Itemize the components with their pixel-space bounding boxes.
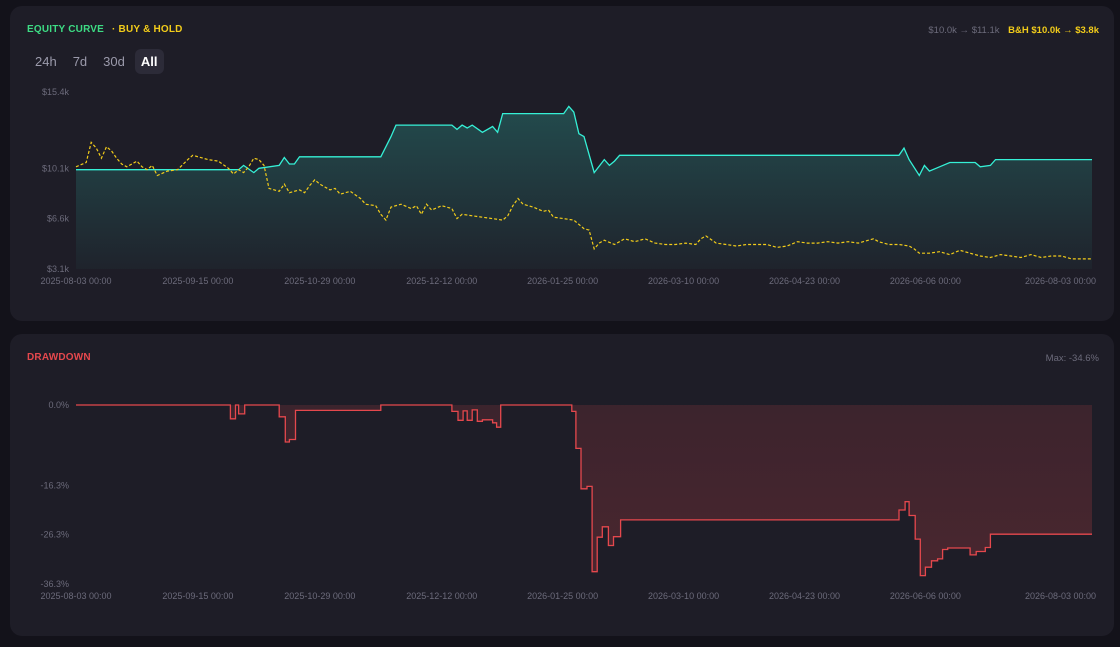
y-tick-label: $3.1k [47, 264, 70, 274]
x-tick-label: 2025-08-03 00:00 [40, 591, 111, 601]
strategy-stat: $10.0k → $11.1k [928, 25, 1000, 36]
tab-7d[interactable]: 7d [72, 54, 88, 69]
x-tick-label: 2026-04-23 00:00 [769, 276, 840, 286]
x-tick-label: 2026-03-10 00:00 [648, 276, 719, 286]
y-tick-label: 0.0% [48, 400, 69, 410]
y-tick-label: $10.1k [42, 163, 70, 173]
drawdown-title: DRAWDOWN [27, 352, 91, 363]
drawdown-line [76, 404, 1092, 577]
x-tick-label: 2025-10-29 00:00 [284, 591, 355, 601]
x-tick-label: 2025-12-12 00:00 [406, 591, 477, 601]
tab-all[interactable]: All [134, 49, 164, 74]
y-tick-label: $15.4k [42, 87, 70, 97]
buy-hold-line [75, 141, 1092, 260]
equity-panel: EQUITY CURVE · BUY & HOLD $10.0k → $11.1… [10, 6, 1114, 321]
x-tick-label: 2026-06-06 00:00 [890, 591, 961, 601]
tab-30d[interactable]: 30d [103, 54, 125, 69]
x-tick-label: 2026-01-25 00:00 [527, 591, 598, 601]
x-tick-label: 2025-12-12 00:00 [406, 276, 477, 286]
tab-24h[interactable]: 24h [35, 54, 57, 69]
y-tick-label: $6.6k [47, 214, 70, 224]
x-tick-label: 2026-01-25 00:00 [527, 276, 598, 286]
x-tick-label: 2025-09-15 00:00 [162, 276, 233, 286]
x-tick-label: 2026-06-06 00:00 [890, 276, 961, 286]
y-tick-label: -16.3% [40, 480, 69, 490]
x-tick-label: 2025-10-29 00:00 [284, 276, 355, 286]
x-tick-label: 2026-08-03 00:00 [1025, 276, 1096, 286]
equity-line [76, 105, 1092, 177]
bh-title: · BUY & HOLD [112, 24, 183, 35]
bh-stat: B&H $10.0k → $3.8k [1008, 25, 1099, 36]
equity-area [76, 106, 1092, 270]
equity-title: EQUITY CURVE [27, 24, 105, 35]
y-tick-label: -36.3% [40, 579, 69, 589]
x-tick-label: 2025-09-15 00:00 [162, 591, 233, 601]
x-tick-label: 2026-03-10 00:00 [648, 591, 719, 601]
drawdown-area [76, 405, 1092, 576]
equity-chart: $15.4k $10.1k $6.6k $3.1k 2025-08-03 00:00 20… [40, 87, 1096, 286]
y-tick-label: -26.3% [40, 530, 69, 540]
x-tick-label: 2026-08-03 00:00 [1025, 591, 1096, 601]
max-drawdown-stat: Max: -34.6% [1045, 353, 1099, 364]
timeframe-tabs: 24h 7d 30d All [29, 49, 164, 74]
x-tick-label: 2026-04-23 00:00 [769, 591, 840, 601]
drawdown-chart: 0.0% -16.3% -26.3% -36.3% 2025-08-03 00:00 20… [40, 400, 1096, 601]
drawdown-panel: DRAWDOWN Max: -34.6% 0.0% -16.3% -26.3% -36… [10, 334, 1114, 636]
x-tick-label: 2025-08-03 00:00 [40, 276, 111, 286]
